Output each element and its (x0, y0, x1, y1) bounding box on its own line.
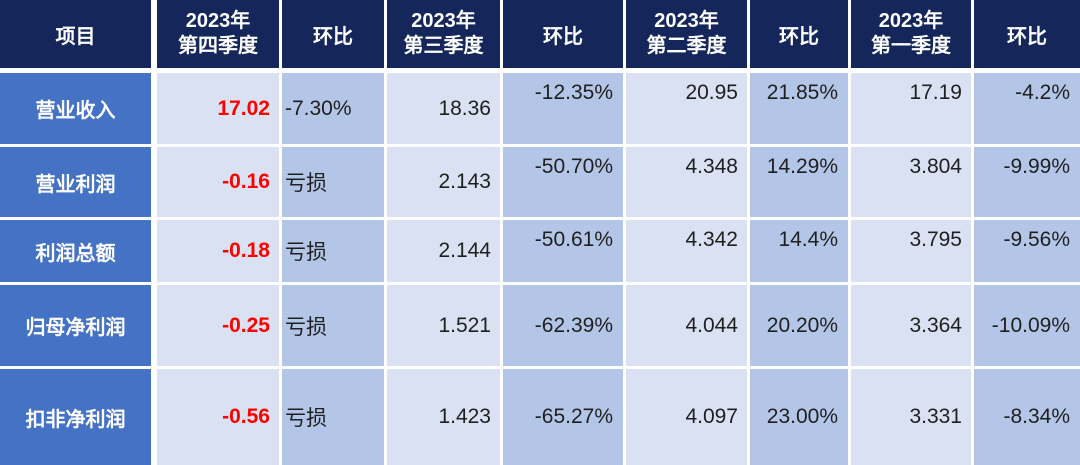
cell-operating-revenue-q3: 18.36 (387, 73, 500, 144)
cell-net-profit-attributable-q2-qoq: 20.20% (750, 285, 848, 366)
cell-operating-profit-q4-qoq: 亏损 (282, 147, 384, 217)
cell-total-profit-q1-qoq: -9.56% (974, 220, 1080, 282)
header-qoq-after-q2: 环比 (750, 0, 848, 70)
header-2023-q3-line2: 第三季度 (403, 35, 484, 57)
cell-net-profit-excl-nonrecurring-q1: 3.331 (851, 369, 971, 465)
header-2023-q1-line1: 2023年 (878, 10, 944, 32)
header-2023-q3-line1: 2023年 (411, 10, 476, 32)
cell-net-profit-excl-nonrecurring-q2: 4.097 (626, 369, 747, 465)
row-label-net-profit-excl-nonrecurring: 扣非净利润 (0, 369, 154, 465)
table-row-operating-revenue: 营业收入 17.02 -7.30% 18.36 -12.35% 20.95 21… (0, 73, 1080, 144)
cell-net-profit-excl-nonrecurring-q4-qoq: 亏损 (282, 369, 384, 465)
header-2023-q4-line2: 第四季度 (178, 35, 258, 57)
cell-net-profit-excl-nonrecurring-q1-qoq: -8.34% (974, 369, 1080, 465)
cell-operating-revenue-q4-qoq: -7.30% (282, 73, 384, 144)
cell-operating-profit-q3: 2.143 (387, 147, 500, 217)
cell-operating-revenue-q2: 20.95 (626, 73, 747, 144)
header-2023-q2: 2023年 第二季度 (626, 0, 747, 70)
cell-net-profit-excl-nonrecurring-q2-qoq: 23.00% (750, 369, 848, 465)
cell-net-profit-excl-nonrecurring-q3-qoq: -65.27% (503, 369, 623, 465)
header-2023-q2-line1: 2023年 (654, 10, 719, 32)
cell-operating-profit-q1: 3.804 (851, 147, 971, 217)
cell-total-profit-q4: -0.18 (157, 220, 279, 282)
header-qoq-after-q4: 环比 (282, 0, 384, 70)
row-label-total-profit: 利润总额 (0, 220, 154, 282)
cell-operating-profit-q3-qoq: -50.70% (503, 147, 623, 217)
cell-total-profit-q1: 3.795 (851, 220, 971, 282)
cell-net-profit-excl-nonrecurring-q3: 1.423 (387, 369, 500, 465)
table-row-net-profit-excl-nonrecurring: 扣非净利润 -0.56 亏损 1.423 -65.27% 4.097 23.00… (0, 369, 1080, 465)
header-2023-q4-line1: 2023年 (185, 10, 251, 32)
cell-operating-revenue-q1: 17.19 (851, 73, 971, 144)
cell-net-profit-attributable-q1-qoq: -10.09% (974, 285, 1080, 366)
cell-operating-profit-q2-qoq: 14.29% (750, 147, 848, 217)
cell-operating-revenue-q2-qoq: 21.85% (750, 73, 848, 144)
cell-total-profit-q4-qoq: 亏损 (282, 220, 384, 282)
header-qoq-after-q3: 环比 (503, 0, 623, 70)
table-header-row: 项目 2023年 第四季度 环比 2023年 第三季度 环比 2023年 第二季… (0, 0, 1080, 70)
header-2023-q2-line2: 第二季度 (646, 35, 727, 57)
cell-total-profit-q3-qoq: -50.61% (503, 220, 623, 282)
cell-operating-profit-q2: 4.348 (626, 147, 747, 217)
cell-operating-profit-q1-qoq: -9.99% (974, 147, 1080, 217)
header-2023-q1-line2: 第一季度 (871, 35, 951, 57)
cell-net-profit-attributable-q3-qoq: -62.39% (503, 285, 623, 366)
table-row-operating-profit: 营业利润 -0.16 亏损 2.143 -50.70% 4.348 14.29%… (0, 147, 1080, 217)
cell-operating-revenue-q3-qoq: -12.35% (503, 73, 623, 144)
row-label-operating-profit: 营业利润 (0, 147, 154, 217)
header-2023-q4: 2023年 第四季度 (157, 0, 279, 70)
cell-net-profit-attributable-q1: 3.364 (851, 285, 971, 366)
cell-net-profit-attributable-q4-qoq: 亏损 (282, 285, 384, 366)
row-label-net-profit-attributable: 归母净利润 (0, 285, 154, 366)
cell-total-profit-q2: 4.342 (626, 220, 747, 282)
cell-operating-profit-q4: -0.16 (157, 147, 279, 217)
cell-net-profit-attributable-q3: 1.521 (387, 285, 500, 366)
header-2023-q1: 2023年 第一季度 (851, 0, 971, 70)
table-row-total-profit: 利润总额 -0.18 亏损 2.144 -50.61% 4.342 14.4% … (0, 220, 1080, 282)
header-2023-q3: 2023年 第三季度 (387, 0, 500, 70)
row-label-operating-revenue: 营业收入 (0, 73, 154, 144)
cell-net-profit-excl-nonrecurring-q4: -0.56 (157, 369, 279, 465)
header-item-column: 项目 (0, 0, 154, 70)
header-qoq-after-q1: 环比 (974, 0, 1080, 70)
cell-operating-revenue-q1-qoq: -4.2% (974, 73, 1080, 144)
cell-operating-revenue-q4: 17.02 (157, 73, 279, 144)
cell-net-profit-attributable-q4: -0.25 (157, 285, 279, 366)
table-row-net-profit-attributable: 归母净利润 -0.25 亏损 1.521 -62.39% 4.044 20.20… (0, 285, 1080, 366)
cell-total-profit-q2-qoq: 14.4% (750, 220, 848, 282)
cell-total-profit-q3: 2.144 (387, 220, 500, 282)
cell-net-profit-attributable-q2: 4.044 (626, 285, 747, 366)
